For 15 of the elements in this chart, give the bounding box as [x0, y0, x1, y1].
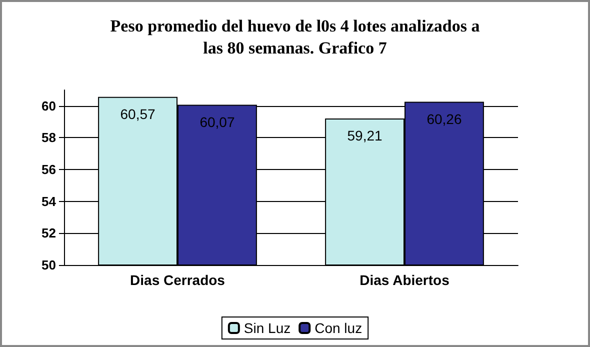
y-tick-label: 54	[42, 194, 57, 209]
y-tick-label: 58	[42, 130, 56, 146]
x-tick-label: Dias Abiertos	[360, 272, 450, 288]
y-tick-label: 52	[42, 226, 56, 241]
data-label: 60,07	[200, 114, 235, 130]
y-tick-label: 56	[42, 162, 56, 178]
data-label: 60,57	[120, 106, 156, 122]
data-label: 59,21	[347, 127, 382, 144]
legend-label: Sin Luz	[244, 320, 291, 336]
y-tick-label: 60	[42, 98, 56, 114]
chart-title: Peso promedio del huevo de l0s 4 lotes analizados a las 80 semanas. Grafico 7	[110, 16, 480, 58]
y-tick-label: 50	[42, 258, 56, 272]
data-label: 60,26	[426, 110, 462, 127]
x-tick-label: Dias Cerrados	[130, 272, 226, 288]
legend-label: Con luz	[314, 320, 362, 336]
